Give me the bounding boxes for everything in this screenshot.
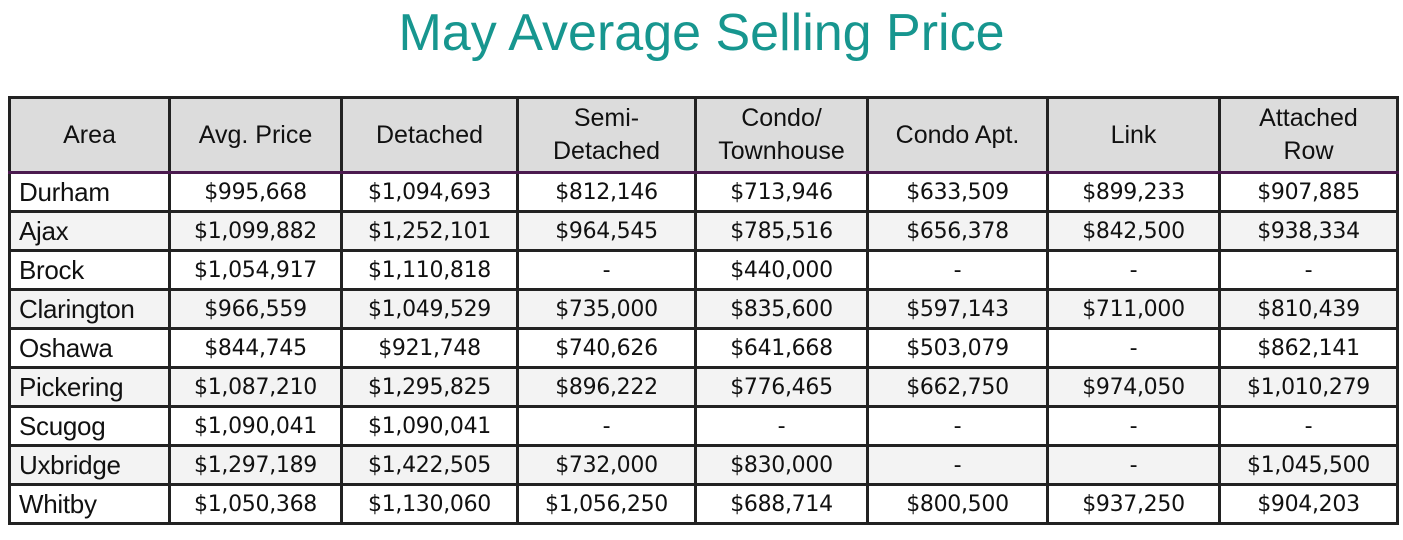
area-cell: Durham xyxy=(8,171,171,213)
header-row: Area Avg. Price Detached Semi- Detached Cond… xyxy=(8,96,1399,174)
price-cell: $662,750 xyxy=(866,366,1049,408)
column-header: Detached xyxy=(340,96,519,174)
area-cell: Whitby xyxy=(8,483,171,525)
price-table: Area Avg. Price Detached Semi- Detached Cond… xyxy=(8,96,1399,525)
price-cell: $713,946 xyxy=(694,171,869,213)
price-cell: $1,045,500 xyxy=(1218,444,1399,486)
price-cell: $862,141 xyxy=(1218,327,1399,369)
price-cell: $1,130,060 xyxy=(340,483,519,525)
price-cell: $938,334 xyxy=(1218,210,1399,252)
price-cell: $907,885 xyxy=(1218,171,1399,213)
price-cell: $830,000 xyxy=(694,444,869,486)
price-cell: $1,010,279 xyxy=(1218,366,1399,408)
area-cell: Scugog xyxy=(8,405,171,447)
area-cell: Clarington xyxy=(8,288,171,330)
price-cell: $921,748 xyxy=(340,327,519,369)
price-cell: $597,143 xyxy=(866,288,1049,330)
price-cell: $1,090,041 xyxy=(340,405,519,447)
price-cell: - xyxy=(866,249,1049,291)
table-row: Durham $995,668 $1,094,693 $812,146 $713,946… xyxy=(8,171,1399,213)
price-cell: $776,465 xyxy=(694,366,869,408)
price-cell: $1,054,917 xyxy=(168,249,343,291)
price-cell: $1,050,368 xyxy=(168,483,343,525)
price-cell: $1,422,505 xyxy=(340,444,519,486)
table-row: Brock $1,054,917 $1,110,818- $440,000- - - xyxy=(8,249,1399,291)
price-cell: - xyxy=(1218,405,1399,447)
price-cell: - xyxy=(866,444,1049,486)
price-cell: $440,000 xyxy=(694,249,869,291)
price-cell: $842,500 xyxy=(1046,210,1221,252)
price-cell: $899,233 xyxy=(1046,171,1221,213)
price-cell: $964,545 xyxy=(516,210,697,252)
price-cell: $1,090,041 xyxy=(168,405,343,447)
price-cell: $732,000 xyxy=(516,444,697,486)
price-cell: $896,222 xyxy=(516,366,697,408)
area-cell: Pickering xyxy=(8,366,171,408)
table-row: Oshawa $844,745 $921,748 $740,626 $641,668 $5… xyxy=(8,327,1399,369)
area-cell: Oshawa xyxy=(8,327,171,369)
price-cell: $937,250 xyxy=(1046,483,1221,525)
price-cell: $656,378 xyxy=(866,210,1049,252)
column-header: Avg. Price xyxy=(168,96,343,174)
price-cell: $740,626 xyxy=(516,327,697,369)
column-header: Semi- Detached xyxy=(516,96,697,174)
area-cell: Ajax xyxy=(8,210,171,252)
column-header: Condo Apt. xyxy=(866,96,1049,174)
price-cell: $974,050 xyxy=(1046,366,1221,408)
price-cell: $810,439 xyxy=(1218,288,1399,330)
area-cell: Uxbridge xyxy=(8,444,171,486)
table-row: Ajax $1,099,882 $1,252,101 $964,545 $785,516… xyxy=(8,210,1399,252)
price-cell: $503,079 xyxy=(866,327,1049,369)
price-cell: - xyxy=(516,249,697,291)
table-row: Uxbridge $1,297,189 $1,422,505 $732,000 $830… xyxy=(8,444,1399,486)
table-row: Clarington $966,559 $1,049,529 $735,000 $835… xyxy=(8,288,1399,330)
page-title: May Average Selling Price xyxy=(398,4,1005,62)
price-cell: $1,099,882 xyxy=(168,210,343,252)
price-cell: - xyxy=(1046,249,1221,291)
column-header: Link xyxy=(1046,96,1221,174)
price-cell: - xyxy=(1046,405,1221,447)
column-header: Attached Row xyxy=(1218,96,1399,174)
price-cell: $1,252,101 xyxy=(340,210,519,252)
price-cell: $1,110,818 xyxy=(340,249,519,291)
area-cell: Brock xyxy=(8,249,171,291)
price-cell: $735,000 xyxy=(516,288,697,330)
price-cell: $1,297,189 xyxy=(168,444,343,486)
price-cell: - xyxy=(516,405,697,447)
price-cell: $995,668 xyxy=(168,171,343,213)
price-cell: $812,146 xyxy=(516,171,697,213)
price-cell: - xyxy=(1218,249,1399,291)
price-cell: $1,087,210 xyxy=(168,366,343,408)
price-cell: $1,094,693 xyxy=(340,171,519,213)
price-cell: $966,559 xyxy=(168,288,343,330)
price-cell: $844,745 xyxy=(168,327,343,369)
price-cell: $800,500 xyxy=(866,483,1049,525)
price-cell: $1,049,529 xyxy=(340,288,519,330)
table-row: Pickering $1,087,210 $1,295,825 $896,222 $77… xyxy=(8,366,1399,408)
price-cell: - xyxy=(1046,327,1221,369)
table-row: Scugog $1,090,041 $1,090,041- - - - - xyxy=(8,405,1399,447)
column-header: Condo/ Townhouse xyxy=(694,96,869,174)
price-cell: $641,668 xyxy=(694,327,869,369)
price-cell: $633,509 xyxy=(866,171,1049,213)
table-row: Whitby $1,050,368 $1,130,060 $1,056,250 $688… xyxy=(8,483,1399,525)
price-cell: $904,203 xyxy=(1218,483,1399,525)
price-cell: $785,516 xyxy=(694,210,869,252)
price-cell: $711,000 xyxy=(1046,288,1221,330)
price-cell: $835,600 xyxy=(694,288,869,330)
price-cell: $1,295,825 xyxy=(340,366,519,408)
price-cell: $688,714 xyxy=(694,483,869,525)
price-cell: - xyxy=(866,405,1049,447)
price-cell: - xyxy=(694,405,869,447)
column-header: Area xyxy=(8,96,171,174)
price-cell: $1,056,250 xyxy=(516,483,697,525)
price-cell: - xyxy=(1046,444,1221,486)
